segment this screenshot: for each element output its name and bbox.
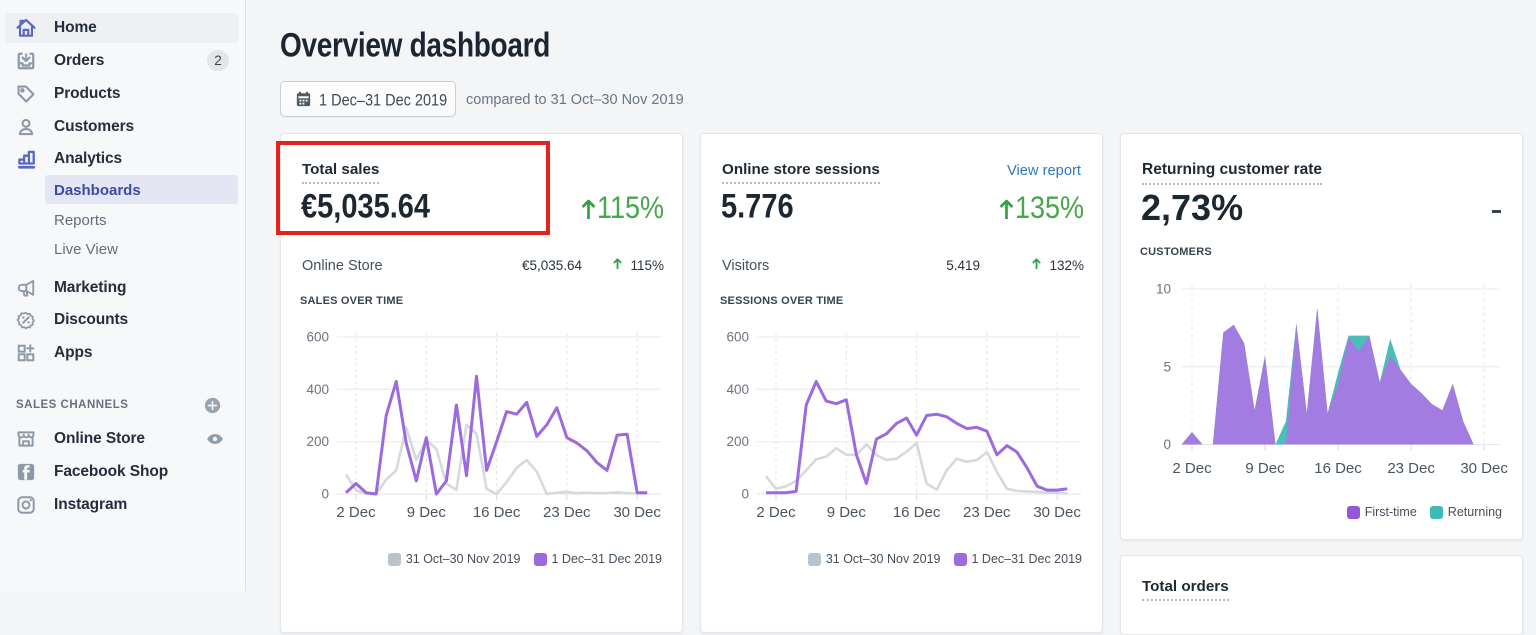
svg-text:2 Dec: 2 Dec [336,504,376,521]
svg-text:10: 10 [1156,282,1171,297]
svg-text:200: 200 [726,434,749,449]
svg-text:600: 600 [726,330,749,345]
svg-text:2 Dec: 2 Dec [756,504,796,521]
svg-text:200: 200 [306,434,329,449]
svg-text:23 Dec: 23 Dec [963,504,1011,521]
svg-text:400: 400 [726,382,749,397]
svg-text:30 Dec: 30 Dec [1460,460,1508,477]
svg-text:16 Dec: 16 Dec [1314,460,1362,477]
svg-text:16 Dec: 16 Dec [473,504,521,521]
svg-text:2 Dec: 2 Dec [1172,460,1212,477]
svg-text:9 Dec: 9 Dec [1245,460,1285,477]
svg-text:0: 0 [741,487,749,502]
svg-text:9 Dec: 9 Dec [827,504,867,521]
svg-text:0: 0 [321,487,329,502]
svg-text:30 Dec: 30 Dec [613,504,661,521]
svg-text:600: 600 [306,330,329,345]
svg-text:0: 0 [1163,437,1171,452]
svg-text:9 Dec: 9 Dec [407,504,447,521]
svg-text:400: 400 [306,382,329,397]
svg-text:23 Dec: 23 Dec [1387,460,1435,477]
svg-text:16 Dec: 16 Dec [893,504,941,521]
svg-text:30 Dec: 30 Dec [1033,504,1081,521]
svg-text:23 Dec: 23 Dec [543,504,591,521]
svg-text:5: 5 [1163,359,1171,374]
